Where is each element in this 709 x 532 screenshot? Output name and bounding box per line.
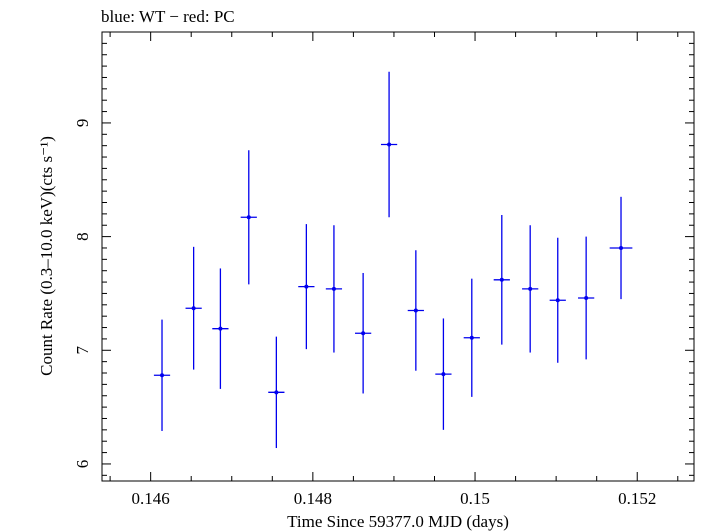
legend-text: blue: WT − red: PC	[101, 7, 235, 26]
plot-frame	[101, 31, 695, 482]
x-tick-label: 0.148	[294, 489, 332, 508]
data-point	[212, 268, 229, 389]
data-marker	[191, 306, 196, 311]
data-marker	[619, 245, 624, 250]
y-tick-label: 6	[73, 460, 92, 469]
data-point	[355, 272, 372, 394]
data-marker	[387, 142, 392, 147]
data-point	[522, 225, 539, 353]
data-marker	[274, 390, 279, 395]
data-point	[153, 319, 171, 431]
data-point	[609, 196, 633, 300]
data-point	[185, 246, 202, 370]
data-point	[268, 336, 285, 449]
data-point	[407, 250, 424, 371]
data-marker	[441, 372, 446, 377]
x-axis-label: Time Since 59377.0 MJD (days)	[287, 512, 509, 531]
data-marker	[304, 284, 309, 289]
data-point	[240, 150, 257, 285]
data-point	[298, 224, 315, 350]
y-axis-ticks: 6 7 8 9	[73, 31, 694, 476]
y-tick-label: 9	[73, 119, 92, 128]
data-series	[153, 71, 633, 449]
data-point	[380, 71, 398, 218]
data-marker	[469, 335, 474, 340]
data-point	[325, 225, 343, 353]
data-point	[493, 215, 510, 345]
data-point	[578, 236, 595, 360]
data-marker	[361, 331, 366, 336]
y-axis-label: Count Rate (0.3–10.0 keV)(cts s⁻¹)	[37, 136, 56, 376]
data-marker	[331, 286, 336, 291]
data-marker	[555, 298, 560, 303]
data-point	[549, 237, 566, 363]
data-marker	[528, 286, 533, 291]
data-marker	[160, 373, 165, 378]
data-marker	[246, 215, 251, 220]
data-marker	[413, 308, 418, 313]
x-axis-ticks: 0.146 0.148 0.15 0.152	[109, 32, 679, 508]
y-tick-label: 8	[73, 232, 92, 241]
data-marker	[584, 295, 589, 300]
x-tick-label: 0.15	[460, 489, 490, 508]
x-tick-label: 0.146	[132, 489, 170, 508]
y-tick-label: 7	[73, 346, 92, 355]
data-marker	[218, 326, 223, 331]
data-point	[435, 318, 452, 430]
data-point	[463, 278, 480, 397]
data-marker	[499, 277, 504, 282]
x-tick-label: 0.152	[618, 489, 656, 508]
